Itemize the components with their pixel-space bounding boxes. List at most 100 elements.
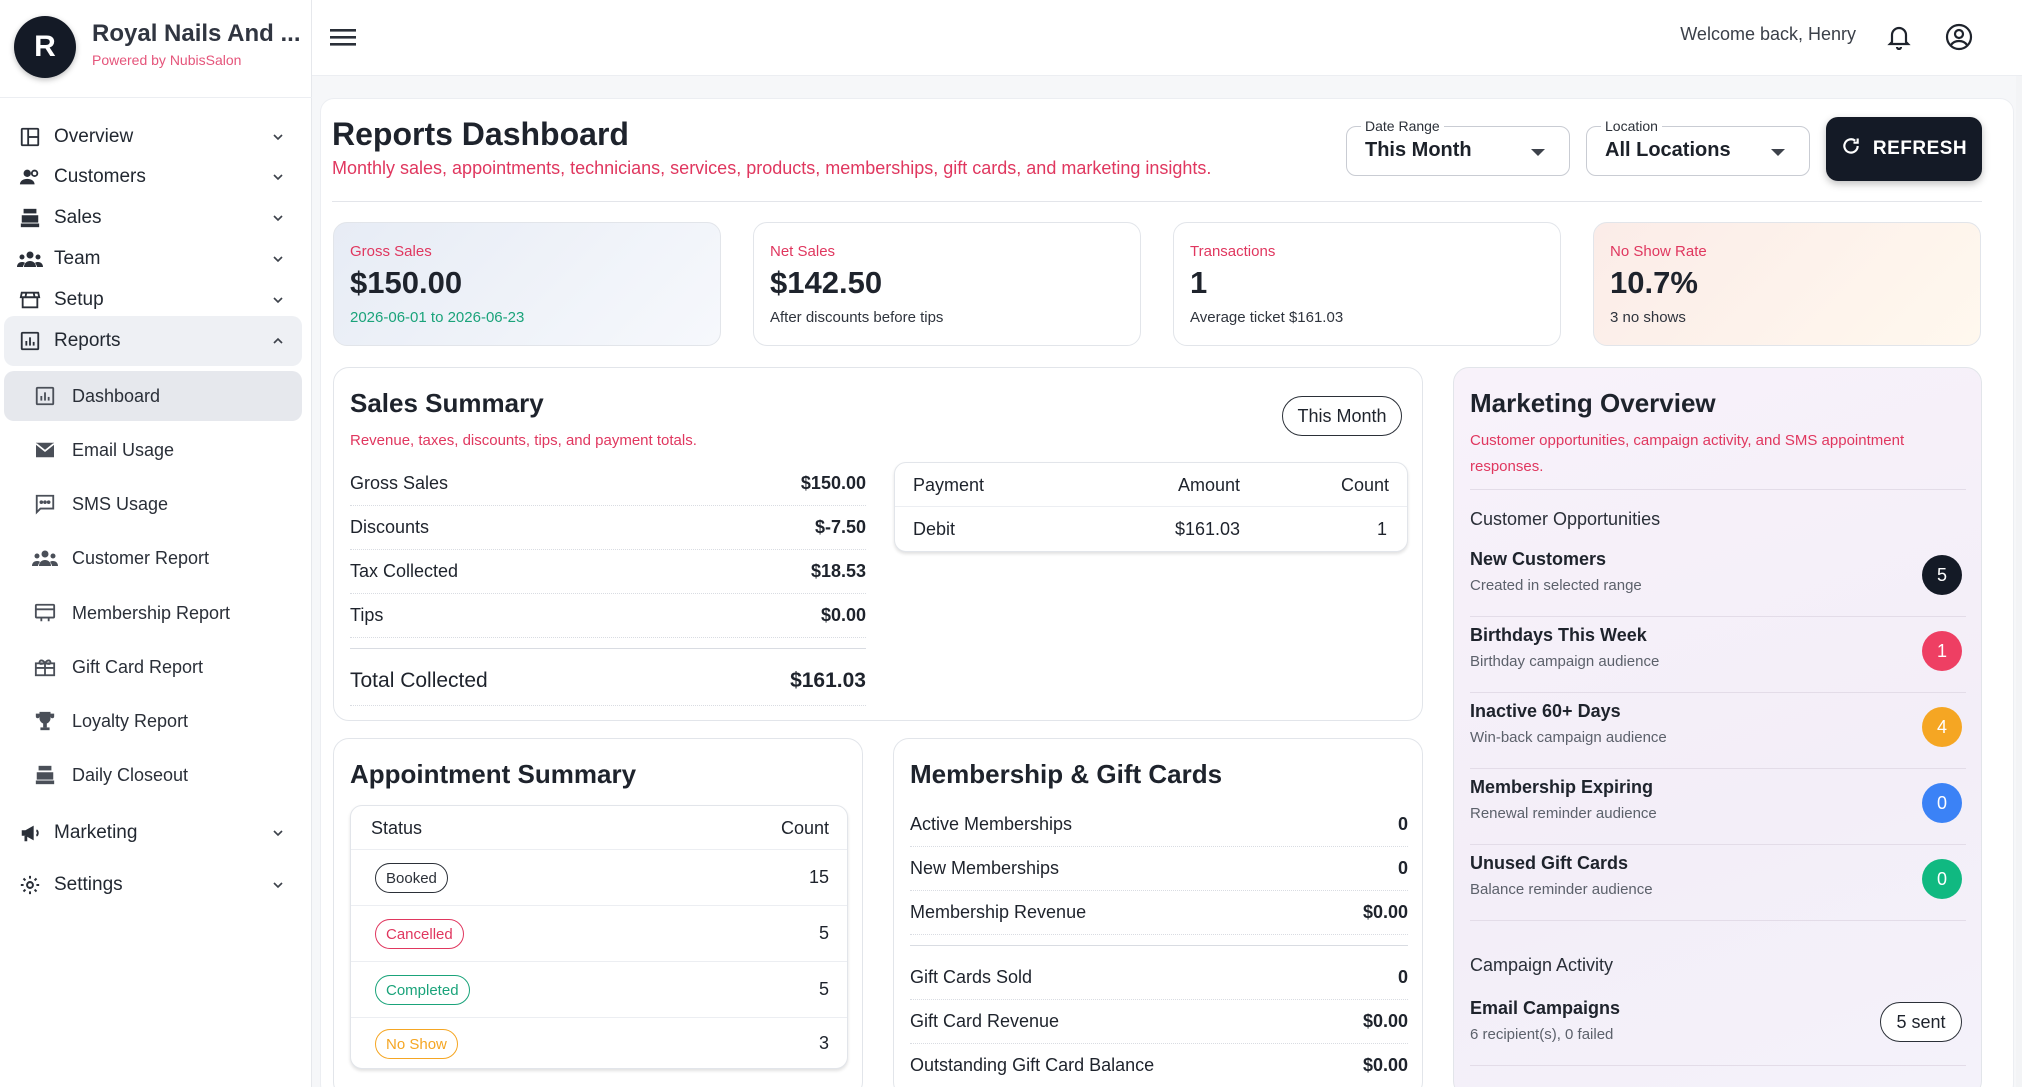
summary-row: Active Memberships 0 bbox=[910, 803, 1408, 847]
opportunity-desc: Win-back campaign audience bbox=[1470, 729, 1667, 746]
period-chip[interactable]: This Month bbox=[1282, 396, 1402, 436]
date-range-select[interactable]: Date Range This Month bbox=[1346, 118, 1570, 176]
sidebar-subitem-dashboard[interactable]: Dashboard bbox=[4, 371, 302, 421]
sent-badge: 5 sent bbox=[1880, 1002, 1962, 1042]
chart-icon bbox=[16, 327, 44, 355]
refresh-button[interactable]: REFRESH bbox=[1826, 117, 1982, 181]
kpi-label: Gross Sales bbox=[350, 243, 432, 260]
status-badge: Completed bbox=[375, 975, 470, 1005]
brand-logo[interactable]: R bbox=[14, 16, 76, 78]
kpi-value: 10.7% bbox=[1610, 265, 1698, 300]
sidebar-subitem-loyalty-report[interactable]: Loyalty Report bbox=[4, 696, 302, 746]
kpi-label: Net Sales bbox=[770, 243, 836, 260]
sidebar-item-reports[interactable]: Reports bbox=[4, 316, 302, 366]
payment-method: Debit bbox=[913, 519, 956, 539]
chevron-down-icon bbox=[268, 823, 288, 843]
kpi-value: $150.00 bbox=[350, 265, 463, 300]
payment-count: 1 bbox=[1376, 519, 1387, 539]
status-badge: Booked bbox=[375, 863, 448, 893]
kpi-card-gross-sales: Gross Sales $150.00 2026-06-01 to 2026-0… bbox=[333, 222, 721, 346]
sidebar-item-label: Sales bbox=[54, 207, 102, 228]
status-count: 5 bbox=[818, 923, 829, 943]
page-title: Reports Dashboard bbox=[332, 116, 629, 152]
total-label: Total Collected bbox=[350, 669, 488, 692]
sidebar-subitem-customer-report[interactable]: Customer Report bbox=[4, 533, 302, 583]
sidebar-item-settings[interactable]: Settings bbox=[4, 860, 302, 910]
date-range-value: This Month bbox=[1365, 139, 1472, 161]
opportunity-desc: Renewal reminder audience bbox=[1470, 805, 1657, 822]
sidebar-item-customers[interactable]: Customers bbox=[4, 152, 302, 202]
opportunity-name: New Customers bbox=[1470, 549, 1607, 569]
kpi-note: 3 no shows bbox=[1610, 309, 1686, 326]
gift-icon bbox=[32, 654, 58, 680]
chevron-up-icon bbox=[268, 331, 288, 351]
account-icon[interactable] bbox=[1942, 20, 1976, 54]
brand-name: Royal Nails And ... bbox=[92, 20, 301, 47]
opportunity-item[interactable]: Unused Gift Cards Balance reminder audie… bbox=[1470, 845, 1966, 921]
sidebar-item-setup[interactable]: Setup bbox=[4, 275, 302, 325]
sidebar-item-marketing[interactable]: Marketing bbox=[4, 808, 302, 858]
dashboard-icon bbox=[16, 123, 44, 151]
sidebar-subitem-email-usage[interactable]: Email Usage bbox=[4, 425, 302, 475]
row-label: Gross Sales bbox=[350, 473, 449, 493]
opportunity-item[interactable]: Membership Expiring Renewal reminder aud… bbox=[1470, 769, 1966, 845]
register-icon bbox=[16, 204, 44, 232]
sidebar-subitem-sms-usage[interactable]: SMS Usage bbox=[4, 479, 302, 529]
sidebar-subitem-gift-card-report[interactable]: Gift Card Report bbox=[4, 642, 302, 692]
campaign-item[interactable]: Email Campaigns 6 recipient(s), 0 failed… bbox=[1470, 990, 1966, 1066]
card-subtitle-line: Customer opportunities, campaign activit… bbox=[1470, 432, 1905, 449]
summary-row: Gross Sales $150.00 bbox=[350, 462, 866, 506]
row-label: Active Memberships bbox=[910, 814, 1073, 834]
sidebar-subitem-membership-report[interactable]: Membership Report bbox=[4, 588, 302, 638]
column-header: Count bbox=[780, 818, 829, 838]
summary-row: Gift Card Revenue $0.00 bbox=[910, 1000, 1408, 1044]
chevron-down-icon bbox=[268, 127, 288, 147]
total-row: Total Collected $161.03 bbox=[350, 658, 866, 706]
row-value: $0.00 bbox=[820, 605, 866, 625]
opportunity-desc: Balance reminder audience bbox=[1470, 881, 1653, 898]
refresh-icon bbox=[1841, 136, 1861, 162]
row-label: Outstanding Gift Card Balance bbox=[910, 1055, 1155, 1075]
menu-icon[interactable] bbox=[326, 22, 360, 52]
sidebar-item-overview[interactable]: Overview bbox=[4, 112, 302, 162]
card-title: Membership & Gift Cards bbox=[910, 759, 1223, 789]
count-badge: 5 bbox=[1922, 555, 1962, 595]
section-title: Customer Opportunities bbox=[1470, 509, 1661, 529]
kpi-note: After discounts before tips bbox=[770, 309, 944, 326]
bell-icon[interactable] bbox=[1882, 20, 1916, 54]
kpi-label: No Show Rate bbox=[1610, 243, 1707, 260]
sidebar-subitem-label: Membership Report bbox=[72, 602, 231, 623]
sidebar-subitem-label: Daily Closeout bbox=[72, 764, 189, 785]
row-label: New Memberships bbox=[910, 858, 1060, 878]
scrollbar[interactable] bbox=[2016, 76, 2022, 1087]
opportunity-item[interactable]: Birthdays This Week Birthday campaign au… bbox=[1470, 617, 1966, 693]
row-value: $0.00 bbox=[1362, 1055, 1408, 1075]
sidebar-item-label: Overview bbox=[54, 126, 134, 147]
chevron-down-icon bbox=[268, 249, 288, 269]
column-header: Payment bbox=[913, 475, 985, 495]
location-select[interactable]: Location All Locations bbox=[1586, 118, 1810, 176]
sidebar-subitem-daily-closeout[interactable]: Daily Closeout bbox=[4, 750, 302, 800]
date-range-label: Date Range bbox=[1361, 118, 1444, 134]
row-value: 0 bbox=[1397, 814, 1408, 834]
section-divider bbox=[1470, 489, 1966, 490]
kpi-card-net-sales: Net Sales $142.50 After discounts before… bbox=[753, 222, 1141, 346]
table-row: Cancelled 5 bbox=[351, 906, 847, 962]
store-icon bbox=[16, 286, 44, 314]
column-header: Count bbox=[1340, 475, 1389, 495]
sidebar-item-sales[interactable]: Sales bbox=[4, 193, 302, 243]
opportunity-item[interactable]: Inactive 60+ Days Win-back campaign audi… bbox=[1470, 693, 1966, 769]
people-icon bbox=[16, 163, 44, 191]
count-badge: 0 bbox=[1922, 859, 1962, 899]
opportunity-item[interactable]: New Customers Created in selected range … bbox=[1470, 541, 1966, 617]
payments-table: Payment Amount Count Debit $161.03 1 bbox=[894, 462, 1408, 552]
card-subtitle: Customer opportunities, campaign activit… bbox=[1470, 428, 1966, 480]
campaign-desc: 6 recipient(s), 0 failed bbox=[1470, 1026, 1614, 1043]
sidebar-item-team[interactable]: Team bbox=[4, 234, 302, 284]
summary-row: Outstanding Gift Card Balance $0.00 bbox=[910, 1044, 1408, 1087]
section-divider bbox=[910, 945, 1408, 946]
count-badge: 1 bbox=[1922, 631, 1962, 671]
column-header: Status bbox=[371, 818, 423, 838]
chevron-down-icon bbox=[268, 875, 288, 895]
page-subtitle: Monthly sales, appointments, technicians… bbox=[332, 158, 1212, 178]
